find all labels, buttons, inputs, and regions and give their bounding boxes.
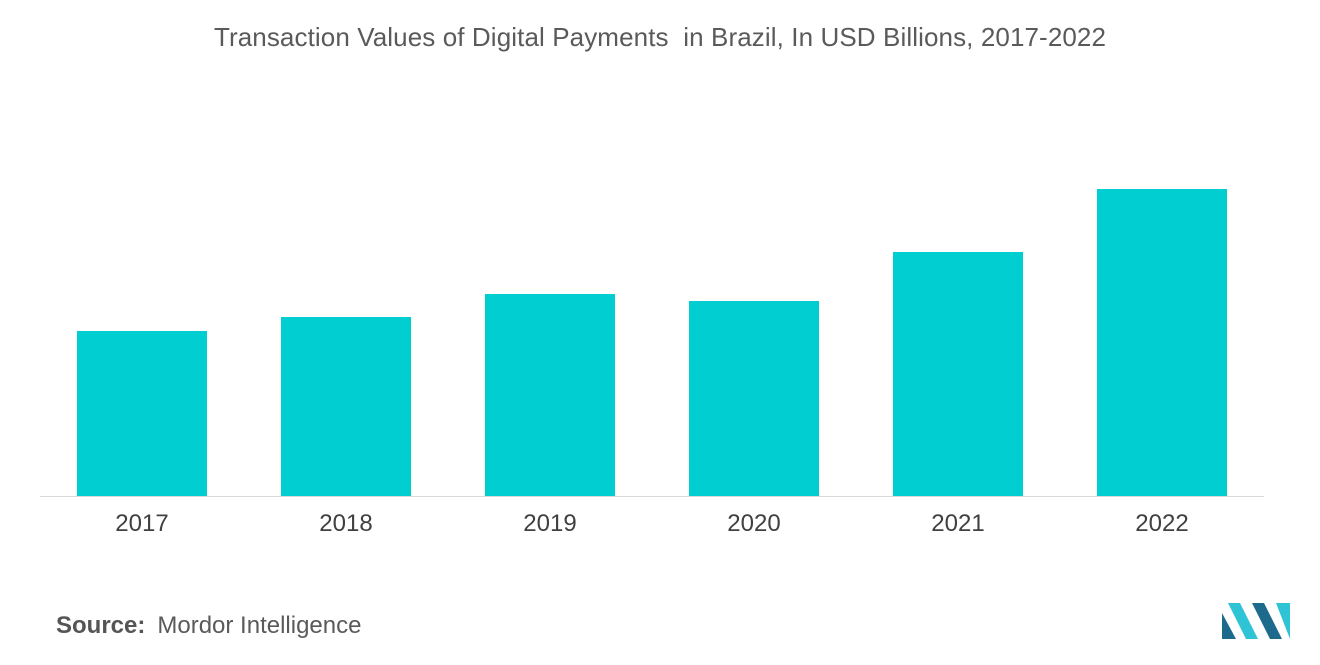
x-tick-label-2022: 2022 <box>1135 510 1188 537</box>
source-value: Mordor Intelligence <box>157 612 362 639</box>
mordor-intelligence-logo-icon <box>1222 603 1290 639</box>
x-tick-label-2017: 2017 <box>115 510 168 537</box>
bar-2017 <box>77 331 207 496</box>
bar-2019 <box>485 294 615 496</box>
chart-title: Transaction Values of Digital Payments i… <box>213 22 1107 52</box>
bar-chart: 2017 2018 2019 2020 2021 2022 <box>40 189 1264 537</box>
chart-area: 2017 2018 2019 2020 2021 2022 <box>40 189 1264 537</box>
bar-2022 <box>1097 189 1227 496</box>
bars-group <box>77 189 1227 496</box>
x-tick-label-2020: 2020 <box>727 510 780 537</box>
x-tick-label-2018: 2018 <box>319 510 372 537</box>
bar-2018 <box>281 317 411 496</box>
x-tick-label-2021: 2021 <box>931 510 984 537</box>
source-label: Source: <box>56 612 146 639</box>
source-note: Source: Mordor Intelligence <box>56 612 361 640</box>
x-tick-label-2019: 2019 <box>523 510 576 537</box>
bar-2020 <box>689 301 819 496</box>
bar-2021 <box>893 252 1023 496</box>
x-tick-labels-group: 2017 2018 2019 2020 2021 2022 <box>115 510 1188 537</box>
